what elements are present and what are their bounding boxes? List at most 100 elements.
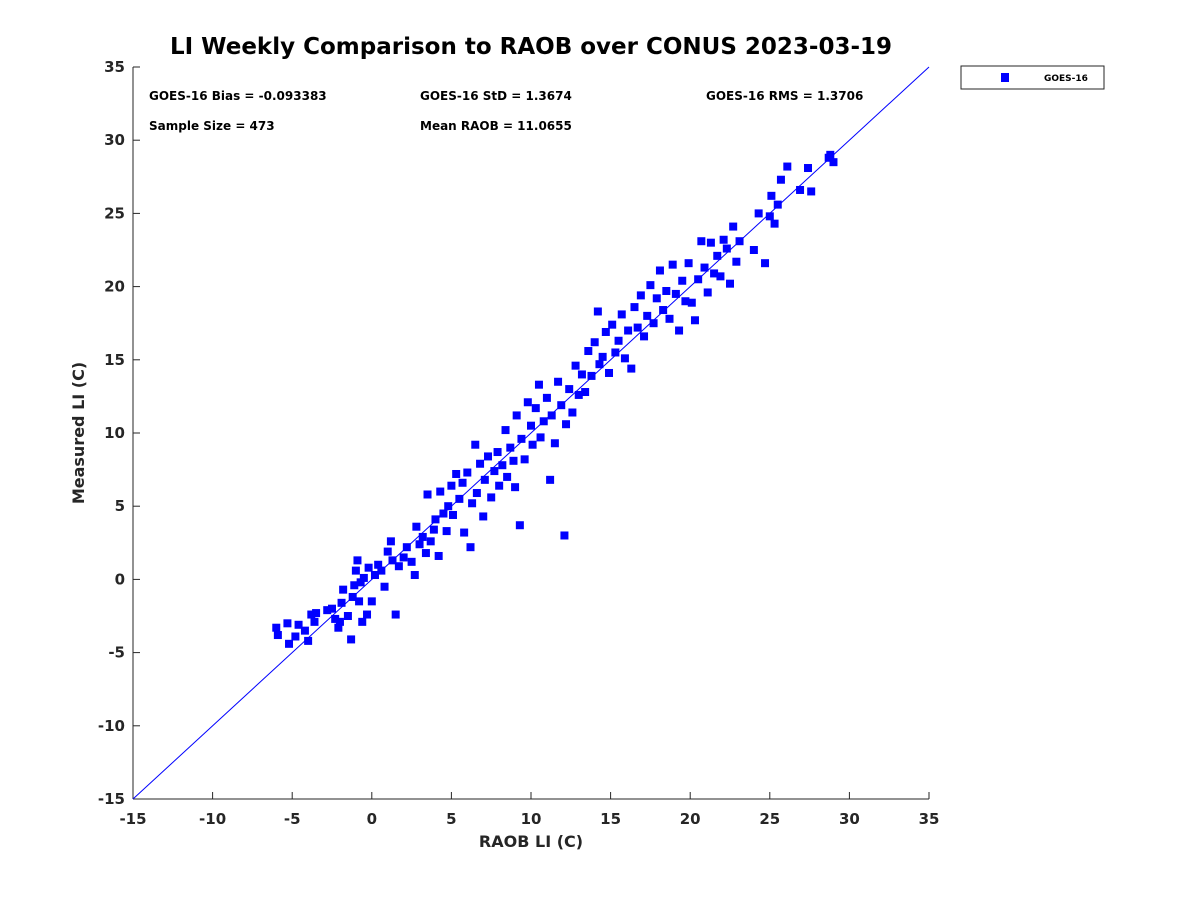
data-point [515,521,524,530]
data-point [826,150,835,159]
data-point [490,467,499,476]
data-point [703,288,712,297]
x-tick-label: 10 [521,810,542,828]
data-point [487,493,496,502]
data-point [620,354,629,363]
data-point [706,238,715,247]
data-point [681,297,690,306]
x-tick-label: 15 [600,810,621,828]
data-point [468,499,477,508]
y-tick-label: 15 [104,351,125,369]
data-point [546,475,555,484]
data-point [512,411,521,420]
data-point [394,562,403,571]
data-point [523,398,532,407]
y-tick-label: 20 [104,278,125,296]
data-point [347,635,356,644]
x-tick-label: 25 [759,810,780,828]
data-point [601,327,610,336]
data-point [479,512,488,521]
data-point [581,388,590,397]
data-point [418,532,427,541]
data-point [765,212,774,221]
data-point [796,185,805,194]
y-tick-label: 30 [104,131,125,149]
data-point [380,582,389,591]
x-tick-label: 5 [446,810,456,828]
data-point [754,209,763,218]
data-point [617,310,626,319]
data-point [466,543,475,552]
data-point [448,510,457,519]
data-point [273,631,282,640]
data-point [388,556,397,565]
data-point [655,266,664,275]
data-point [560,531,569,540]
data-point [351,566,360,575]
data-point [300,626,309,635]
data-point [640,332,649,341]
x-axis-label: RAOB LI (C) [479,832,583,851]
data-point [444,502,453,511]
data-point [312,609,321,618]
data-point [577,370,586,379]
data-point [587,371,596,380]
data-point [434,551,443,560]
data-point [776,175,785,184]
data-point [415,540,424,549]
data-point [412,522,421,531]
data-point [355,597,364,606]
data-point [611,348,620,357]
data-point [527,421,535,430]
data-point [399,553,408,562]
data-point [520,455,529,464]
data-point [767,191,776,200]
annotation-mean-raob: Mean RAOB = 11.0655 [420,119,572,133]
data-point [659,306,668,315]
data-point [476,459,485,468]
data-point [761,259,770,268]
data-point [652,294,661,303]
data-point [410,571,419,580]
data-points [272,150,838,648]
data-point [495,481,504,490]
x-tick-label: 20 [680,810,701,828]
data-point [285,639,294,648]
data-point [463,468,472,477]
data-point [735,237,744,246]
data-point [439,509,448,518]
data-point [455,494,464,503]
data-point [363,610,372,619]
data-point [339,585,348,594]
data-point [550,439,559,448]
y-tick-label: -5 [108,644,125,662]
data-point [531,404,540,413]
data-point [770,219,779,228]
data-point [294,620,303,629]
data-point [633,323,642,332]
data-point [323,606,332,615]
data-point [590,338,599,347]
data-point [554,377,563,386]
data-point [431,515,440,524]
data-point [471,440,480,449]
data-point [511,483,520,492]
data-point [501,426,510,435]
x-tick-label: -5 [284,810,301,828]
data-point [595,360,604,369]
data-point [359,573,368,582]
data-point [331,614,340,623]
data-point [350,581,359,590]
chart-title: LI Weekly Comparison to RAOB over CONUS … [170,34,892,60]
data-point [343,612,352,620]
data-point [460,528,469,537]
data-point [283,619,292,628]
data-point [402,543,411,552]
data-point [678,276,687,285]
y-tick-label: 0 [115,570,125,588]
data-point [732,257,741,266]
data-point [773,200,782,209]
legend-label: GOES-16 [1044,74,1088,84]
data-point [337,598,346,607]
